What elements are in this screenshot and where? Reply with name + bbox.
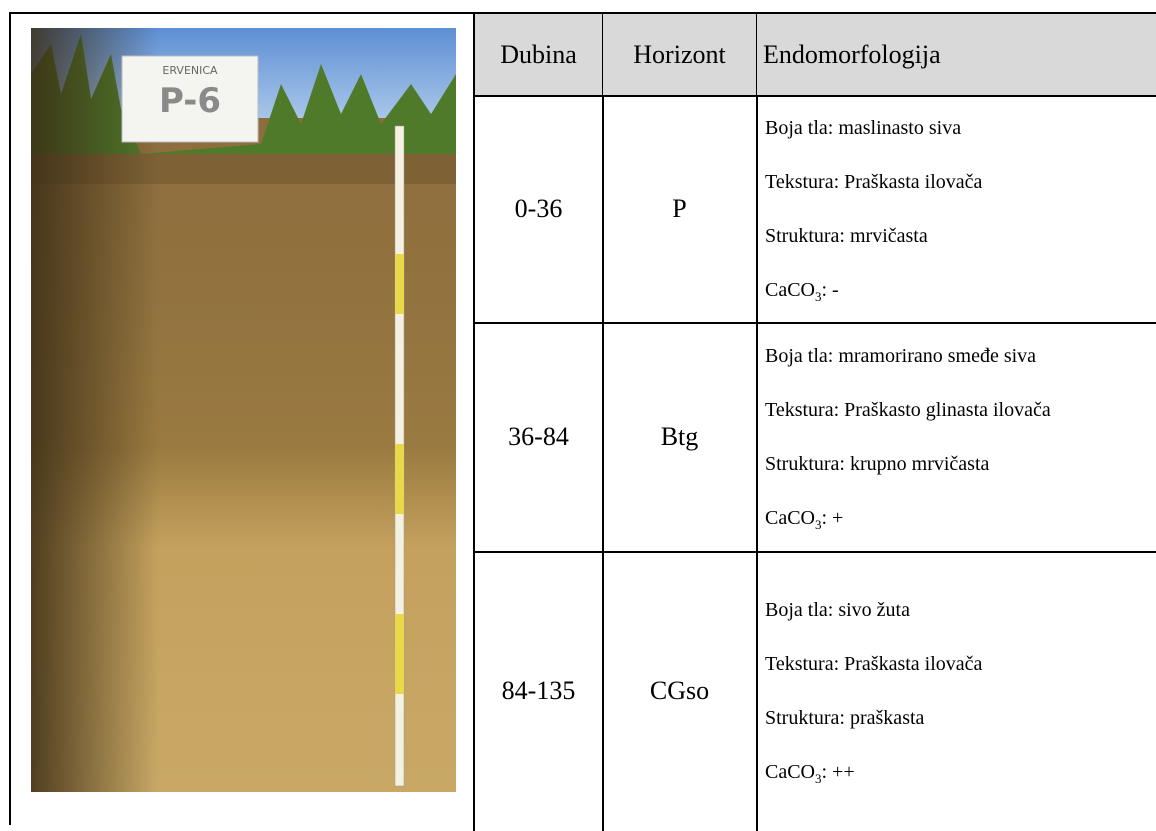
horizon-cell: CGso — [603, 551, 758, 831]
depth-cell: 0-36 — [473, 95, 604, 324]
sign-top: ERVENICA — [162, 64, 218, 77]
header-cell: Dubina — [473, 12, 604, 97]
photo-cell: ERVENICA P-6 — [9, 12, 474, 825]
description-line: Struktura: praškasta — [765, 691, 1156, 745]
soil-photo: ERVENICA P-6 — [11, 14, 474, 825]
stick-yellow — [395, 614, 404, 694]
caco3-value: : + — [822, 507, 844, 529]
description-line: Struktura: krupno mrvičasta — [765, 437, 1156, 491]
stick-yellow — [395, 254, 404, 314]
caco3-formula: CaCO — [765, 507, 815, 529]
description-line: Boja tla: mramorirano smeđe siva — [765, 329, 1156, 383]
caco3-formula: CaCO — [765, 761, 815, 783]
description-line: Boja tla: maslinasto siva — [765, 101, 1156, 155]
description-line: Tekstura: Praškasta ilovača — [765, 637, 1156, 691]
description-line: Boja tla: sivo žuta — [765, 583, 1156, 637]
description-line: Tekstura: Praškasto glinasta ilovača — [765, 383, 1156, 437]
caco3-formula: CaCO — [765, 279, 815, 301]
horizon-cell: P — [603, 95, 758, 324]
caco3-value: : ++ — [822, 761, 855, 783]
depth-cell: 84-135 — [473, 551, 604, 831]
caco3-line: CaCO3: - — [765, 263, 1156, 317]
depth-cell: 36-84 — [473, 322, 604, 553]
shadow — [31, 28, 456, 792]
header-cell: Horizont — [603, 12, 758, 97]
stick-yellow — [395, 444, 404, 514]
header-cell: Endomorfologija — [757, 12, 1156, 97]
caco3-line: CaCO3: ++ — [765, 745, 1156, 799]
description-line: Struktura: mrvičasta — [765, 209, 1156, 263]
caco3-line: CaCO3: + — [765, 491, 1156, 545]
sign-main: P-6 — [159, 81, 221, 121]
caco3-value: : - — [822, 279, 839, 301]
description-line: Tekstura: Praškasta ilovača — [765, 155, 1156, 209]
page: {"photo": {"sign_top": "ERVENICA", "sign… — [0, 0, 1156, 825]
horizon-cell: Btg — [603, 322, 758, 553]
